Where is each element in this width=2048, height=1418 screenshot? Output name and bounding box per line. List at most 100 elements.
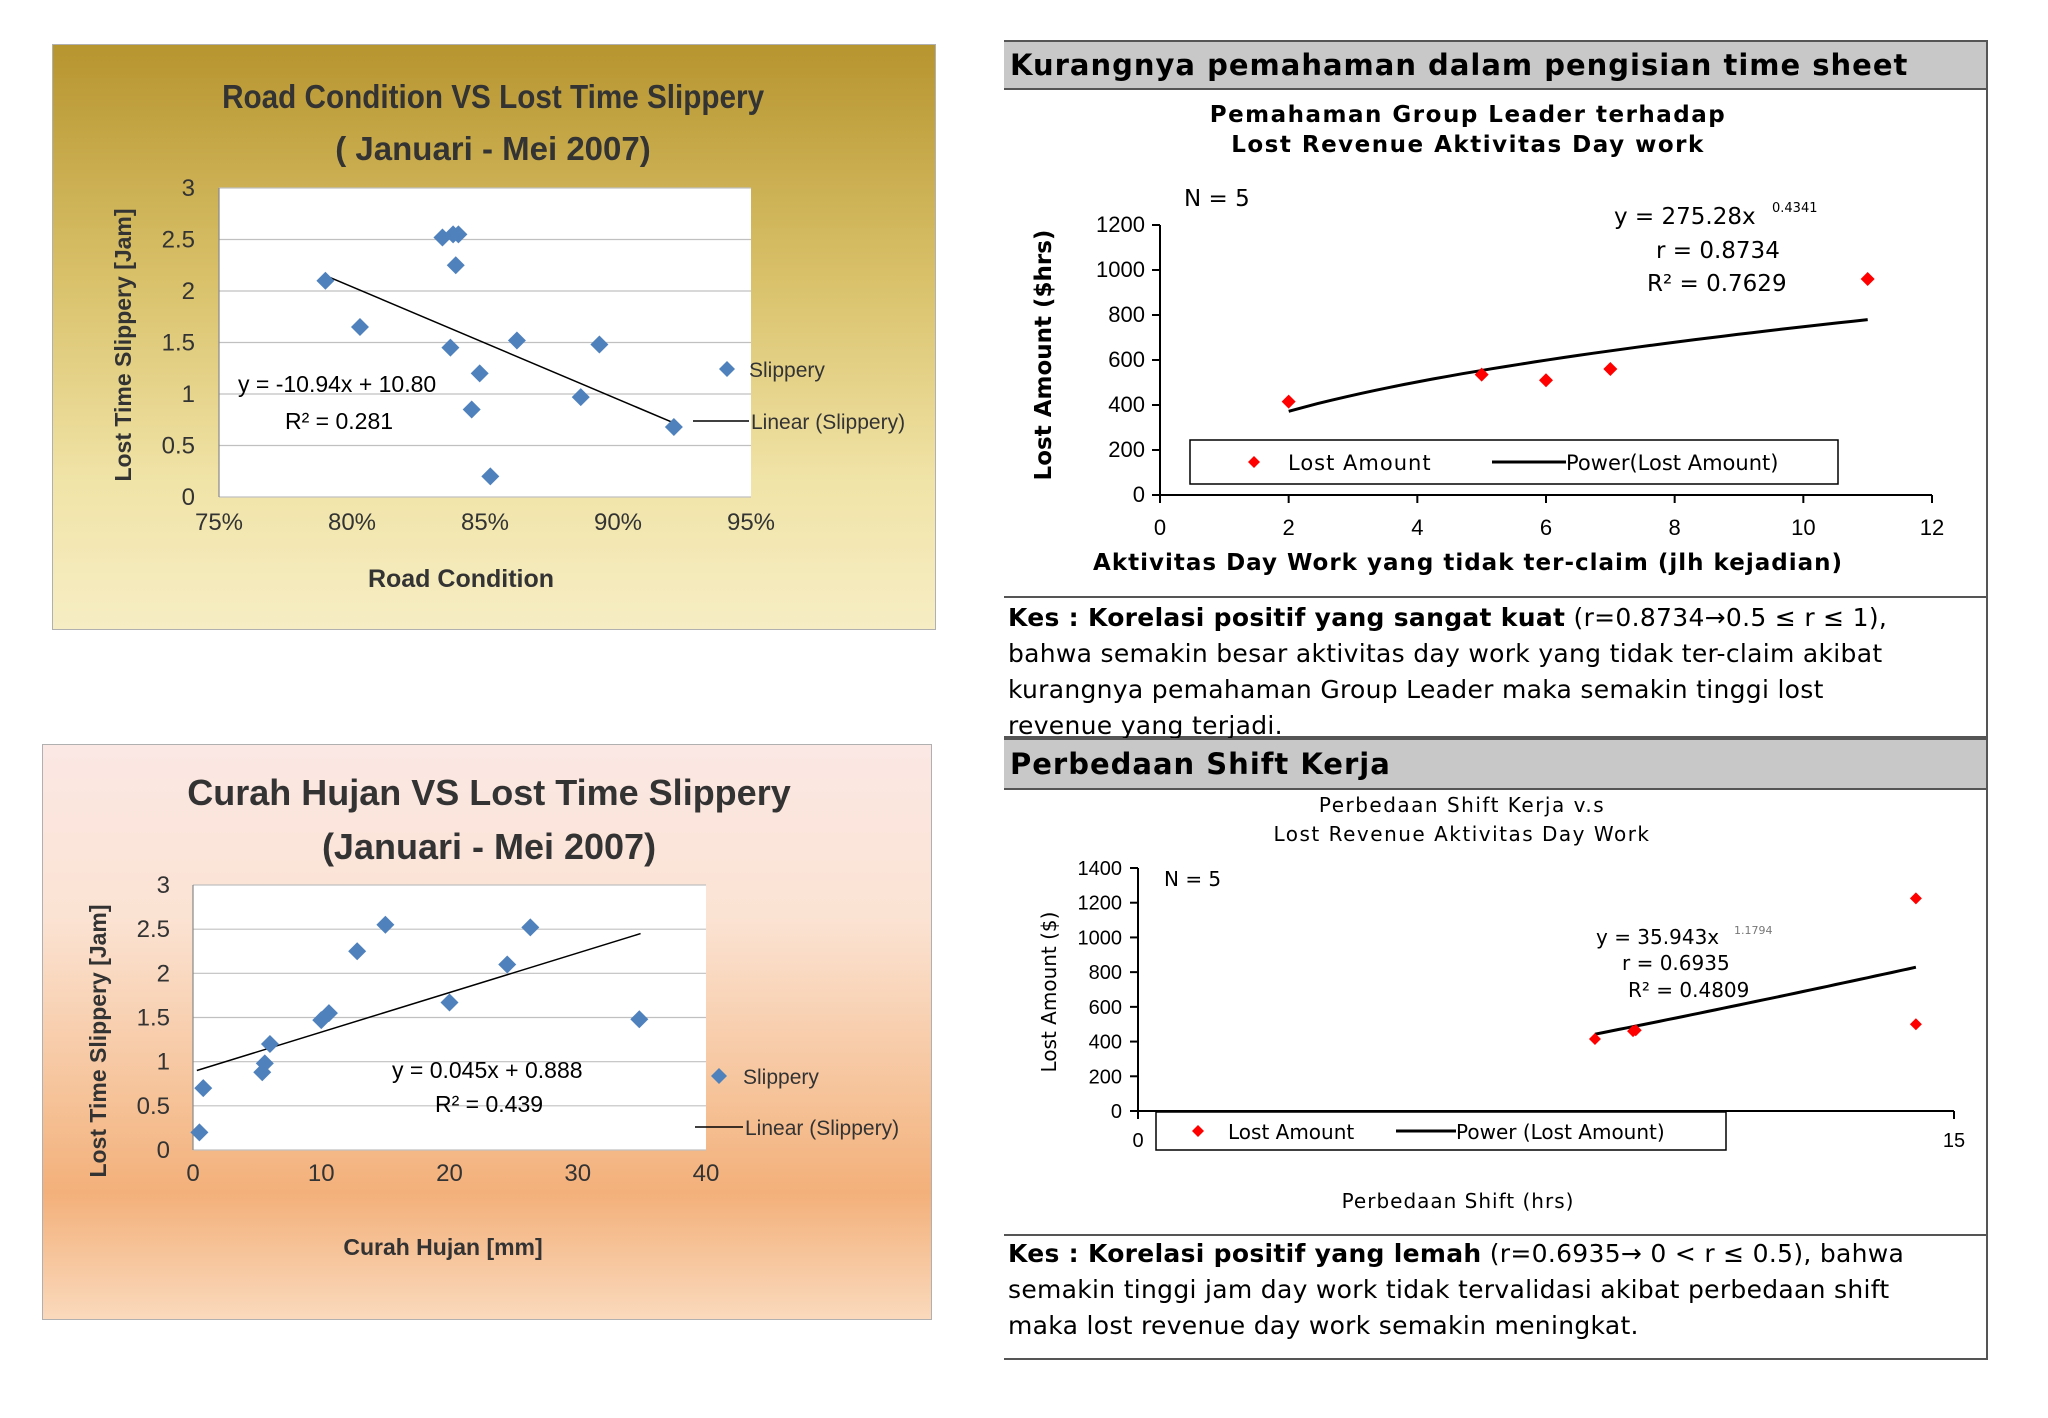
shift-chart: Perbedaan Shift Kerja v.s Lost Revenue A… <box>1037 793 1965 1213</box>
data-point <box>376 915 395 934</box>
y-tick-label: 1200 <box>1096 212 1145 237</box>
y-tick-label: 0 <box>157 1137 170 1164</box>
chart-subtitle: ( Januari - Mei 2007) <box>335 130 650 167</box>
y-tick-label: 1000 <box>1078 927 1123 949</box>
legend-slippery-marker <box>719 361 735 377</box>
y-tick-label: 0 <box>1133 482 1145 507</box>
equation-exponent: 0.4341 <box>1772 201 1818 216</box>
data-point <box>1909 892 1922 905</box>
x-tick-label: 12 <box>1920 515 1944 540</box>
r-squared-label: R² = 0.7629 <box>1647 271 1787 297</box>
r-squared-label: R² = 0.281 <box>285 408 393 434</box>
chart-title: Perbedaan Shift Kerja v.s <box>1319 793 1605 817</box>
section-1-conclusion: Kes : Korelasi positif yang sangat kuat … <box>1004 598 1988 740</box>
conclusion-text: bahwa semakin besar aktivitas day work y… <box>1008 639 1883 668</box>
data-point <box>350 318 369 337</box>
x-tick-label: 95% <box>727 509 775 536</box>
power-trendline <box>1594 965 1917 1036</box>
n-label: N = 5 <box>1164 867 1221 891</box>
x-tick-label: 40 <box>693 1160 720 1187</box>
y-tick-label: 0.5 <box>137 1093 170 1120</box>
curah-hujan-chart-panel: Curah Hujan VS Lost Time Slippery (Janua… <box>42 744 932 1320</box>
x-tick-label: 6 <box>1540 515 1552 540</box>
equation-label: y = 0.045x + 0.888 <box>392 1057 583 1083</box>
y-tick-label: 0 <box>1111 1101 1122 1123</box>
y-tick-label: 1 <box>182 381 195 408</box>
data-point <box>319 1004 338 1023</box>
data-point <box>440 993 459 1012</box>
y-axis-label: Lost Time Slippery [Jam] <box>85 904 111 1177</box>
r-label: r = 0.6935 <box>1622 951 1730 975</box>
legend-marker <box>1192 1125 1204 1137</box>
legend-slippery-label: Slippery <box>749 359 825 382</box>
y-tick-label: 800 <box>1108 302 1145 327</box>
y-tick-label: 0.5 <box>162 433 195 460</box>
y-tick-label: 1.5 <box>162 330 195 357</box>
data-point <box>571 388 590 407</box>
equation-exponent: 1.1794 <box>1734 924 1773 937</box>
conclusion-bold: Kes : Korelasi positif yang lemah <box>1008 1239 1482 1268</box>
x-tick-label: 30 <box>564 1160 591 1187</box>
chart-title: Curah Hujan VS Lost Time Slippery <box>187 772 790 813</box>
equation-label: y = 275.28x <box>1614 204 1756 230</box>
data-point <box>1909 1018 1922 1031</box>
y-tick-label: 2.5 <box>137 916 170 943</box>
data-point <box>1474 367 1489 382</box>
data-point <box>348 942 367 961</box>
y-tick-label: 400 <box>1089 1032 1122 1054</box>
curah-hujan-chart: Curah Hujan VS Lost Time Slippery (Janua… <box>85 772 899 1260</box>
data-point <box>507 331 526 350</box>
section-1-chart-box: Pemahaman Group Leader terhadap Lost Rev… <box>1004 90 1988 598</box>
x-tick-label: 0 <box>186 1160 199 1187</box>
power-trendline <box>1288 318 1868 413</box>
x-tick-label: 80% <box>328 509 376 536</box>
conclusion-text: (r=0.8734→0.5 ≤ r ≤ 1), <box>1565 603 1888 632</box>
y-tick-label: 1400 <box>1078 858 1123 880</box>
section-2-header: Perbedaan Shift Kerja <box>1004 738 1988 790</box>
x-tick-label: 10 <box>1791 515 1815 540</box>
y-tick-label: 400 <box>1108 392 1145 417</box>
x-tick-label: 20 <box>436 1160 463 1187</box>
legend-marker <box>1248 456 1260 468</box>
data-point <box>446 256 465 275</box>
data-point <box>462 400 481 419</box>
chart-subtitle: Lost Revenue Aktivitas Day Work <box>1273 822 1650 846</box>
r-squared-label: R² = 0.4809 <box>1628 978 1749 1002</box>
y-axis-label: Lost Amount ($hrs) <box>1031 230 1057 481</box>
x-axis-label: Curah Hujan [mm] <box>343 1234 542 1260</box>
x-tick-label: 2 <box>1283 515 1295 540</box>
legend-slippery-label: Slippery <box>743 1066 819 1089</box>
section-2-chart-box: Perbedaan Shift Kerja v.s Lost Revenue A… <box>1004 790 1988 1236</box>
data-point <box>253 1063 272 1082</box>
data-point <box>664 417 683 436</box>
r-label: r = 0.8734 <box>1656 238 1780 264</box>
legend-lost-amount: Lost Amount <box>1288 451 1432 475</box>
x-tick-label: 0 <box>1132 1130 1143 1152</box>
section-2-conclusion: Kes : Korelasi positif yang lemah (r=0.6… <box>1004 1236 1988 1360</box>
data-point <box>449 225 468 244</box>
y-tick-label: 1.5 <box>137 1005 170 1032</box>
y-tick-label: 2 <box>182 278 195 305</box>
y-tick-label: 1 <box>157 1049 170 1076</box>
legend-slippery-marker <box>711 1068 727 1084</box>
x-axis-label: Road Condition <box>368 565 554 593</box>
y-tick-label: 2 <box>157 960 170 987</box>
data-point <box>470 364 489 383</box>
chart-title: Pemahaman Group Leader terhadap <box>1210 102 1727 128</box>
legend-lost-amount: Lost Amount <box>1228 1120 1354 1144</box>
data-point <box>260 1035 279 1053</box>
data-point <box>498 955 517 974</box>
conclusion-text: semakin tinggi jam day work tidak terval… <box>1008 1275 1890 1304</box>
x-tick-label: 85% <box>461 509 509 536</box>
data-point <box>255 1054 274 1073</box>
data-point <box>590 335 609 354</box>
y-tick-label: 800 <box>1089 962 1122 984</box>
data-point <box>630 1010 649 1029</box>
chart-subtitle: Lost Revenue Aktivitas Day work <box>1231 132 1705 158</box>
y-tick-label: 2.5 <box>162 227 195 254</box>
legend-power-label: Power (Lost Amount) <box>1456 1120 1665 1144</box>
x-tick-label: 8 <box>1669 515 1681 540</box>
x-tick-label: 0 <box>1154 515 1166 540</box>
road-condition-chart: Road Condition VS Lost Time Slippery ( J… <box>110 79 905 593</box>
y-axis-label: Lost Time Slippery [Jam] <box>110 208 136 481</box>
